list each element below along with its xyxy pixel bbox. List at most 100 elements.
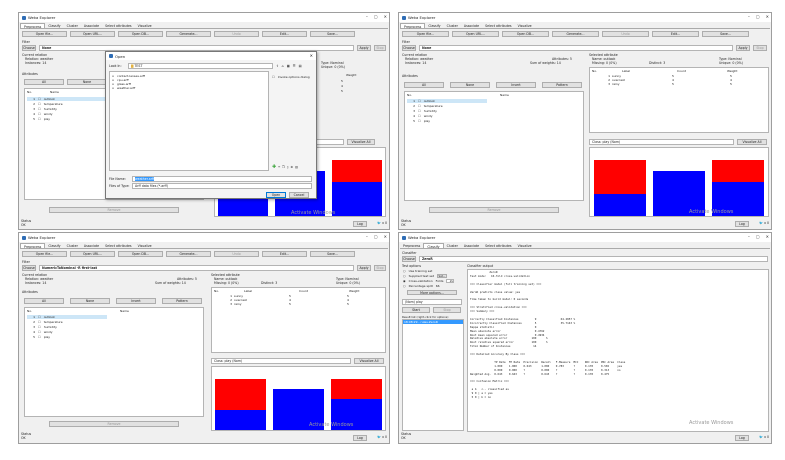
open-db-button[interactable]: Open DB... (118, 251, 163, 257)
edit-button[interactable]: Edit... (262, 31, 307, 37)
result-item[interactable]: 18:08:29 - rules.ZeroR (403, 320, 463, 324)
class-select[interactable]: Class: play (Nom) (589, 139, 734, 145)
filter-field[interactable]: None (419, 45, 733, 51)
remove-button[interactable]: Remove (429, 207, 559, 213)
open-file-button[interactable]: Open file... (22, 251, 67, 257)
undo-button[interactable]: Undo (602, 31, 649, 37)
list-item[interactable]: 5 ☐ play (407, 119, 430, 123)
pattern-button[interactable]: Pattern (542, 82, 582, 88)
filter-apply-button[interactable]: Apply (357, 265, 371, 271)
list-item[interactable]: 2 ☐ temperature (27, 320, 62, 324)
invoke-options-checkbox[interactable]: ☐ (272, 75, 275, 79)
list-item[interactable]: 2 ☐ temperature (407, 104, 442, 108)
close-icon[interactable]: ✕ (309, 53, 313, 58)
list-item[interactable]: 4 ☐ windy (27, 330, 53, 334)
folds-input[interactable]: 10 (446, 279, 455, 283)
maximize-icon[interactable]: ▢ (373, 14, 378, 19)
table-row[interactable]: 2 overcast 4 4 (592, 78, 732, 82)
tab-classify[interactable]: Classify (48, 24, 61, 28)
checkbox[interactable]: ☐ (38, 107, 41, 111)
list-item[interactable]: 4 ☐ windy (407, 114, 433, 118)
remove-button[interactable]: Remove (49, 207, 179, 213)
more-options-button[interactable]: More options... (407, 290, 457, 295)
tab-preprocess[interactable]: Preprocess (400, 23, 426, 29)
look-in-select[interactable]: ▇ TEST (128, 63, 273, 69)
invert-button[interactable]: Invert (116, 298, 156, 304)
details-view-icon[interactable]: ▤ (298, 64, 302, 68)
filter-choose-button[interactable]: Choose (22, 45, 36, 51)
log-button[interactable]: Log (353, 435, 367, 441)
all-button[interactable]: All (404, 82, 444, 88)
all-button[interactable]: All (24, 298, 64, 304)
checkbox[interactable]: ☐ (418, 99, 421, 103)
tab-classify[interactable]: Classify (48, 244, 61, 248)
list-item[interactable]: 4 ☐ windy (27, 112, 53, 116)
list-item[interactable]: 1 ☐ outlook (27, 315, 107, 319)
pattern-button[interactable]: Pattern (162, 298, 202, 304)
tab-associate[interactable]: Associate (463, 244, 480, 248)
save-button[interactable]: Save... (310, 251, 355, 257)
filter-choose-button[interactable]: Choose (402, 45, 416, 51)
file-type-select[interactable]: Arff data files (*.arff) (132, 183, 312, 189)
generate-button[interactable]: Generate... (552, 31, 599, 37)
file-item[interactable]: ▫ glass.arff (112, 82, 131, 86)
filter-choose-button[interactable]: Choose (22, 265, 36, 271)
open-db-button[interactable]: Open DB... (118, 31, 163, 37)
list-item[interactable]: 5 ☐ play (27, 117, 50, 121)
checkbox[interactable]: ☐ (38, 315, 41, 319)
checkbox[interactable]: ☐ (38, 102, 41, 106)
table-row[interactable]: 2 overcast 4 4 (214, 298, 349, 302)
checkbox[interactable]: ☐ (38, 97, 41, 101)
add-icon[interactable]: ✚ (272, 164, 277, 170)
tab-cluster[interactable]: Cluster (446, 244, 458, 248)
file-item[interactable]: ▫ cpu.arff (112, 78, 129, 82)
class-select[interactable]: (Nom) play (402, 299, 462, 305)
new-folder-icon[interactable]: ▦ (286, 64, 290, 68)
tab-cluster[interactable]: Cluster (66, 24, 78, 28)
invert-button[interactable]: Invert (496, 82, 536, 88)
tab-associate[interactable]: Associate (463, 24, 480, 28)
tab-associate[interactable]: Associate (83, 244, 100, 248)
tab-select-attributes[interactable]: Select attributes (105, 244, 132, 248)
filter-icon[interactable]: ▥ (295, 165, 298, 169)
stop-button[interactable]: Stop (433, 307, 461, 313)
file-item[interactable]: ▫ weather.arff (112, 86, 135, 90)
list-item[interactable]: 2 ☐ temperature (27, 102, 62, 106)
all-button[interactable]: All (24, 79, 64, 85)
tab-visualize[interactable]: Visualize (517, 244, 532, 248)
filter-apply-button[interactable]: Apply (357, 45, 371, 51)
list-item[interactable]: 1 ☐ outlook (27, 97, 107, 101)
list-item[interactable]: 3 ☐ humidity (407, 109, 437, 113)
remove-icon[interactable]: ━ (278, 165, 281, 169)
file-name-input[interactable]: weather.arff (132, 176, 312, 182)
open-url-button[interactable]: Open URL... (70, 251, 115, 257)
list-item[interactable]: 3 ☐ humidity (27, 325, 57, 329)
tab-visualize[interactable]: Visualize (137, 244, 152, 248)
tab-select-attributes[interactable]: Select attributes (105, 24, 132, 28)
tab-classify[interactable]: Classify (423, 243, 444, 249)
list-item[interactable]: 1 ☐ outlook (407, 99, 487, 103)
minimize-icon[interactable]: – (365, 14, 368, 19)
radio-supplied[interactable]: ○ (403, 274, 406, 278)
checkbox[interactable]: ☐ (38, 330, 41, 334)
open-db-button[interactable]: Open DB... (502, 31, 549, 37)
checkbox[interactable]: ☐ (418, 104, 421, 108)
minimize-icon[interactable]: – (747, 234, 750, 239)
open-url-button[interactable]: Open URL... (70, 31, 115, 37)
open-file-button[interactable]: Open file... (402, 31, 449, 37)
file-item[interactable]: ▫ contact-lenses.arff (112, 74, 145, 78)
open-button[interactable]: Open (266, 192, 286, 198)
table-row[interactable]: 3 rainy 5 5 (214, 302, 349, 306)
visualize-all-button[interactable]: Visualize All (354, 358, 384, 364)
edit-button[interactable]: Edit... (262, 251, 307, 257)
radio-split[interactable]: ○ (403, 284, 406, 288)
generate-button[interactable]: Generate... (166, 31, 211, 37)
checkbox[interactable]: ☐ (418, 109, 421, 113)
tab-select-attributes[interactable]: Select attributes (485, 24, 512, 28)
settings-icon[interactable]: ⚙ (290, 165, 294, 169)
log-button[interactable]: Log (735, 435, 749, 441)
supplied-set-button[interactable]: Set... (436, 274, 447, 278)
maximize-icon[interactable]: ▢ (373, 234, 378, 239)
classifier-choose-button[interactable]: Choose (402, 256, 416, 262)
radio-training[interactable]: ○ (403, 269, 406, 273)
